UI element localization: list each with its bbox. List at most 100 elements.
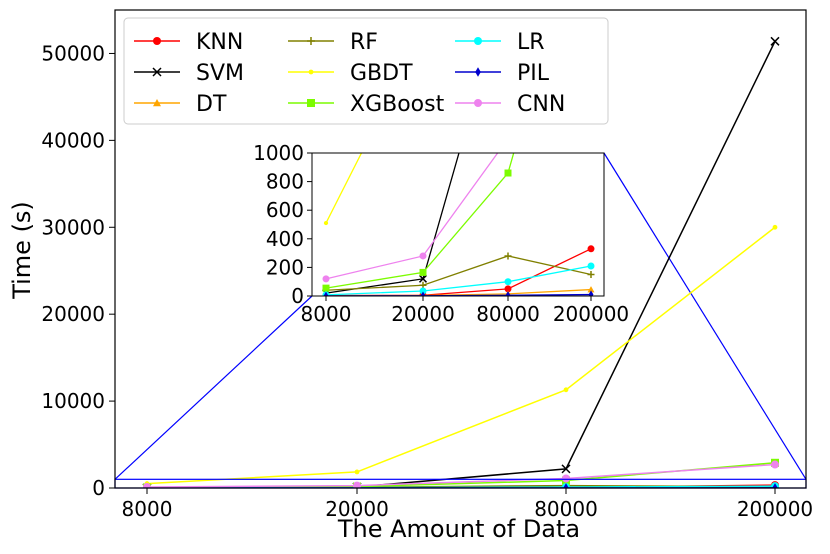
legend-label-xgboost: XGBoost [350,92,445,117]
legend-label-rf: RF [350,30,378,55]
inset-y-tick-label-800: 800 [266,170,304,194]
point-cnn-200000 [771,460,779,469]
point-svm-80000 [561,464,571,474]
inset-point-knn-200000 [587,245,595,253]
inset-point-gbdt-8000 [323,220,329,226]
x-axis-label: The Amount of Data [337,515,580,543]
legend-marker-pil [475,67,481,77]
inset-frame [311,152,605,297]
legend-entry-cnn: CNN [455,92,565,117]
point-gbdt-200000 [772,224,778,230]
y-tick-label-10000: 10000 [41,389,105,413]
inset-y-tick-label-200: 200 [266,255,304,279]
legend-marker-cnn [474,99,482,107]
inset-x-tick-label-8000: 8000 [301,302,352,326]
legend-label-dt: DT [196,92,227,117]
x-tick-label-80000: 80000 [534,497,598,521]
inset-x-tick-label-200000: 200000 [553,302,629,326]
y-tick-label-20000: 20000 [41,302,105,326]
inset-y-tick-label-1000: 1000 [253,141,304,165]
legend-entry-xgboost: XGBoost [288,92,445,117]
y-tick-label-30000: 30000 [41,215,105,239]
inset-point-knn-80000 [504,285,512,293]
connector-left [114,295,313,480]
legend-marker-lr [474,37,482,45]
legend-label-svm: SVM [196,61,244,86]
legend-entry-knn: KNN [134,30,243,55]
point-svm-200000 [770,36,780,46]
legend-marker-gbdt [308,69,314,75]
inset-point-lr-200000 [587,262,595,270]
series-line-xgboost [146,462,776,488]
inset-point-svm-20000 [418,274,428,283]
plot-frame [114,9,807,489]
point-cnn-80000 [562,474,570,483]
point-gbdt-20000 [354,469,360,475]
inset-x-tick-label-20000: 20000 [391,302,455,326]
connector-right [603,152,807,480]
legend-entry-dt: DT [134,92,227,117]
inset-point-xgboost-80000 [504,169,512,177]
inset-point-pil-80000 [505,291,511,296]
legend-entry-lr: LR [455,30,545,55]
legend-entry-rf: RF [288,30,378,55]
inset-point-lr-20000 [419,287,427,295]
y-tick-label-40000: 40000 [41,128,105,152]
inset-series-line-rf [325,255,592,291]
legend-marker-svm [152,67,162,77]
legend-label-pil: PIL [517,61,550,86]
point-gbdt-80000 [563,387,569,393]
legend-marker-dt [153,99,161,107]
y-axis-label: Time (s) [8,201,36,300]
point-pil-200000 [772,483,778,488]
legend-label-cnn: CNN [517,92,565,117]
inset-point-lr-80000 [504,278,512,286]
point-pil-80000 [563,483,569,488]
legend-box [123,17,609,125]
connector-lines [114,152,807,480]
legend-entry-svm: SVM [134,61,244,86]
inset-point-xgboost-20000 [419,268,427,276]
y-tick-label-0: 0 [92,476,105,500]
legend-label-lr: LR [517,30,545,55]
series-line-cnn [146,463,776,488]
inset-point-dt-200000 [587,286,595,293]
legend-entry-gbdt: GBDT [288,61,413,86]
inset-series-group [321,135,595,296]
inset-series-line-lr [325,265,592,296]
inset-point-pil-20000 [420,291,426,296]
x-tick-label-8000: 8000 [122,497,173,521]
inset-point-cnn-80000 [505,135,512,142]
inset-point-rf-80000 [504,252,512,260]
series-line-gbdt [146,226,776,485]
inset-point-rf-200000 [587,271,595,279]
inset-series-line-svm [325,153,460,294]
inset-point-xgboost-8000 [322,284,330,292]
legend-marker-xgboost [307,99,315,107]
inset-point-cnn-8000 [322,275,330,283]
legend-label-knn: KNN [196,30,243,55]
point-cnn-8000 [143,482,151,488]
point-cnn-20000 [353,481,361,488]
x-tick-label-20000: 20000 [325,497,389,521]
legend-marker-rf [307,37,315,45]
inset-point-cnn-20000 [419,252,427,260]
y-tick-label-50000: 50000 [41,41,105,65]
inset-y-tick-label-600: 600 [266,198,304,222]
inset-y-tick-label-0: 0 [291,284,304,308]
inset-y-tick-label-400: 400 [266,227,304,251]
inset-x-tick-label-80000: 80000 [476,302,540,326]
inset-plot: 0 200 400 600 800 1000 8000 20000 80000 200000 [253,135,629,326]
x-tick-label-200000: 200000 [737,497,813,521]
legend-entry-pil: PIL [455,61,550,86]
legend: KNN SVM DT RF GBDT XGBoost LR PIL CNN [123,17,609,125]
inset-series-line-xgboost [325,153,515,289]
inset-background [312,153,604,296]
legend-marker-knn [153,37,161,45]
inset-point-pil-8000 [323,291,329,296]
inset-point-pil-200000 [588,290,594,296]
inset-series-line-cnn [325,153,499,280]
legend-label-gbdt: GBDT [350,61,413,86]
